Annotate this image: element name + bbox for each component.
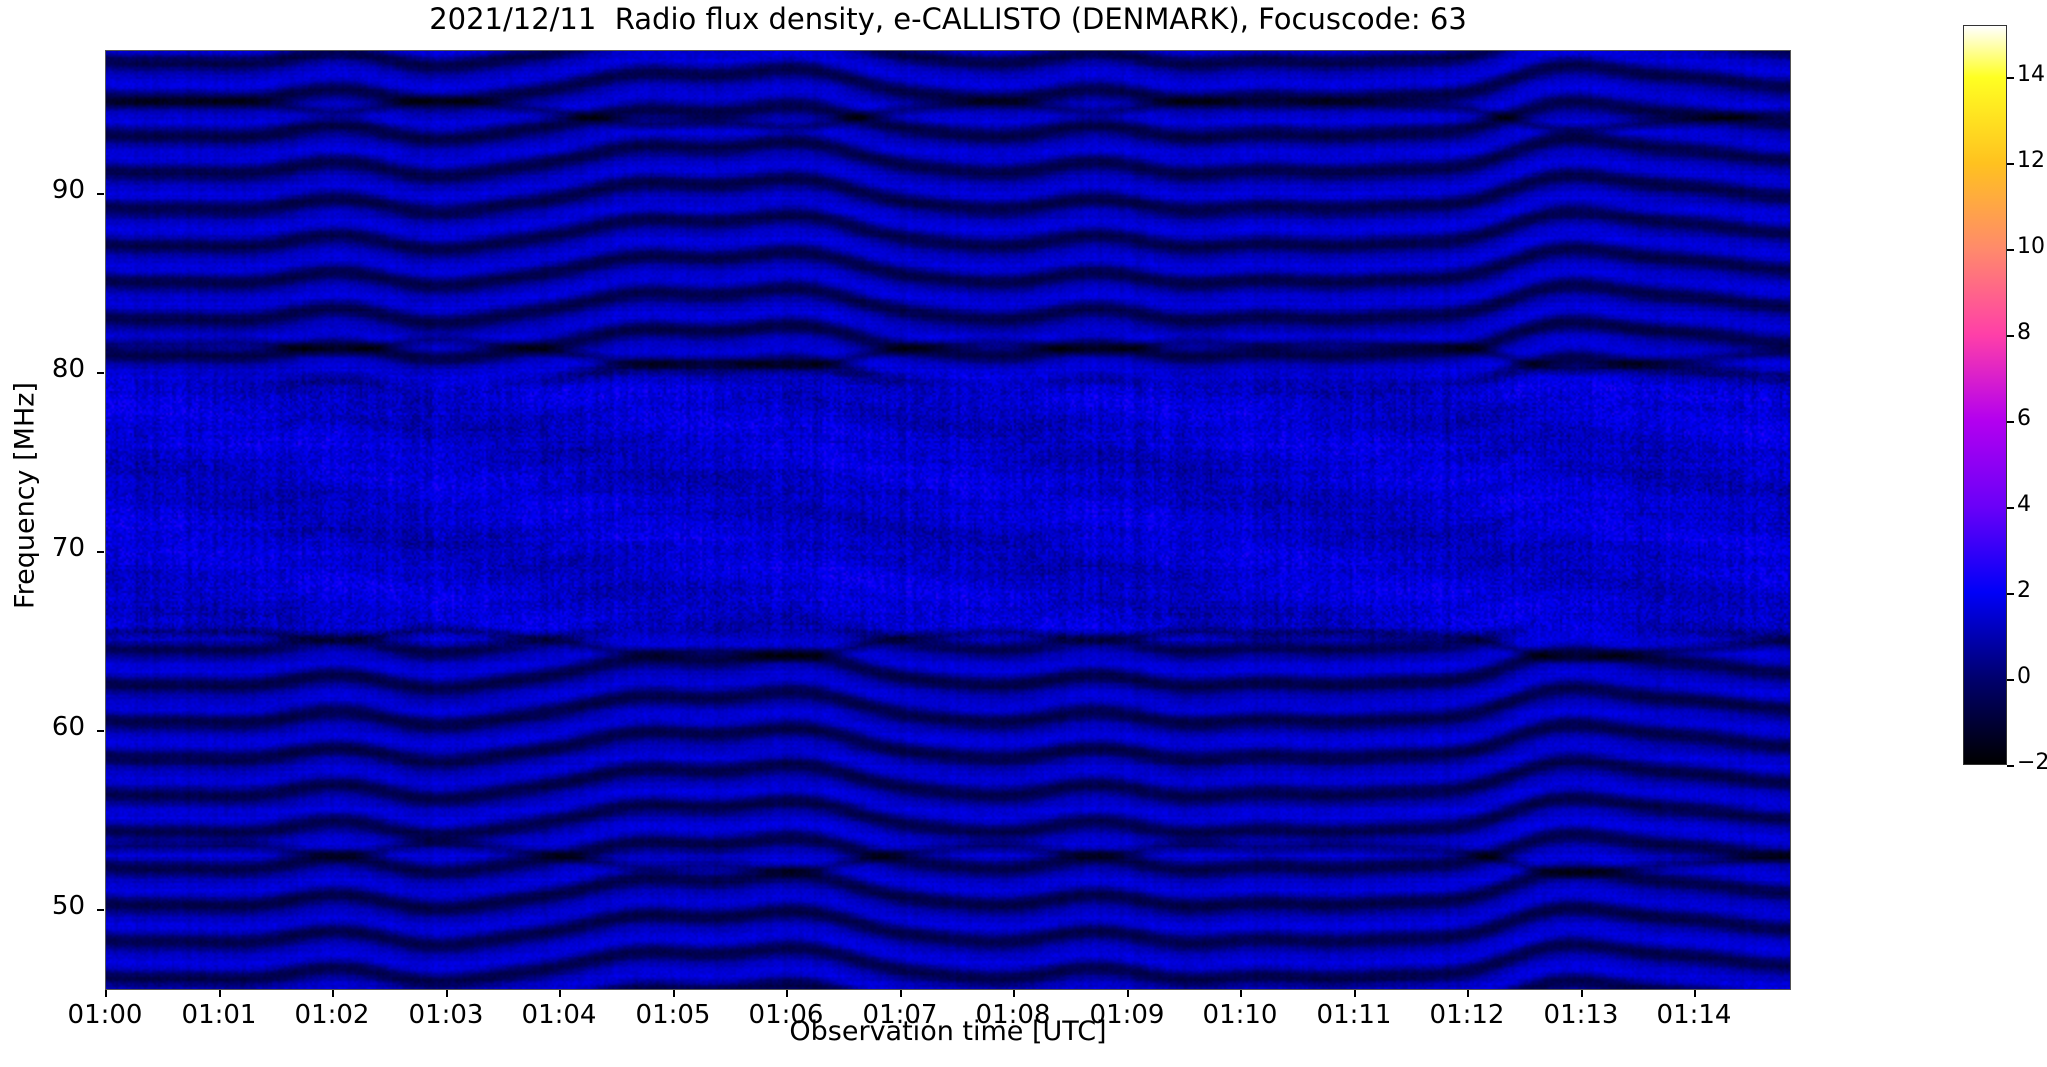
- colorbar-tick-mark: [2007, 679, 2014, 681]
- x-axis-label: Observation time [UTC]: [789, 1016, 1107, 1047]
- y-tick-mark: [97, 193, 104, 195]
- colorbar-tick-mark: [2007, 335, 2014, 337]
- x-tick-label: 01:01: [181, 1000, 257, 1030]
- x-tick-label: 01:09: [1089, 1000, 1165, 1030]
- x-tick-mark: [673, 990, 675, 997]
- y-tick-mark: [97, 909, 104, 911]
- colorbar-tick-mark: [2007, 421, 2014, 423]
- x-tick-label: 01:05: [635, 1000, 711, 1030]
- x-tick-label: 01:11: [1316, 1000, 1392, 1030]
- y-tick-mark: [97, 372, 104, 374]
- x-tick-mark: [332, 990, 334, 997]
- colorbar-tick-mark: [2007, 77, 2014, 79]
- x-tick-label: 01:04: [521, 1000, 597, 1030]
- y-tick-mark: [97, 551, 104, 553]
- x-tick-label: 01:13: [1543, 1000, 1619, 1030]
- colorbar-tick-mark: [2007, 593, 2014, 595]
- colorbar-tick-label: 0: [2017, 664, 2031, 689]
- x-tick-mark: [1581, 990, 1583, 997]
- x-tick-mark: [559, 990, 561, 997]
- colorbar-tick-label: −2: [2017, 750, 2047, 775]
- x-tick-mark: [1013, 990, 1015, 997]
- x-tick-label: 01:08: [975, 1000, 1051, 1030]
- colorbar-tick-label: 8: [2017, 320, 2031, 345]
- y-axis-label: Frequency [MHz]: [9, 382, 41, 609]
- x-tick-label: 01:02: [294, 1000, 370, 1030]
- y-tick-label: 90: [51, 175, 85, 205]
- x-tick-mark: [105, 990, 107, 997]
- y-tick-label: 50: [51, 891, 85, 921]
- x-tick-label: 01:10: [1202, 1000, 1278, 1030]
- x-tick-label: 01:03: [408, 1000, 484, 1030]
- x-tick-mark: [1694, 990, 1696, 997]
- x-tick-label: 01:00: [67, 1000, 143, 1030]
- x-tick-mark: [219, 990, 221, 997]
- colorbar-tick-label: 10: [2017, 234, 2045, 259]
- x-tick-mark: [1240, 990, 1242, 997]
- x-tick-label: 01:12: [1429, 1000, 1505, 1030]
- x-tick-mark: [1354, 990, 1356, 997]
- y-tick-label: 70: [51, 533, 85, 563]
- colorbar-tick-label: 4: [2017, 492, 2031, 517]
- colorbar-tick-mark: [2007, 765, 2014, 767]
- x-tick-label: 01:14: [1656, 1000, 1732, 1030]
- x-tick-mark: [1467, 990, 1469, 997]
- colorbar-tick-mark: [2007, 163, 2014, 165]
- plot-area: [105, 50, 1791, 990]
- colorbar-gradient: [1964, 26, 2006, 764]
- y-tick-mark: [97, 730, 104, 732]
- x-tick-mark: [446, 990, 448, 997]
- colorbar-tick-label: 12: [2017, 148, 2045, 173]
- x-tick-mark: [786, 990, 788, 997]
- x-tick-label: 01:07: [862, 1000, 938, 1030]
- colorbar-tick-mark: [2007, 249, 2014, 251]
- x-tick-mark: [1127, 990, 1129, 997]
- page-title: 2021/12/11 Radio flux density, e-CALLIST…: [429, 2, 1467, 36]
- colorbar-tick-mark: [2007, 507, 2014, 509]
- x-tick-mark: [900, 990, 902, 997]
- colorbar-tick-label: 2: [2017, 578, 2031, 603]
- x-tick-label: 01:06: [748, 1000, 824, 1030]
- spectrogram-image: [106, 51, 1790, 989]
- colorbar-tick-label: 14: [2017, 62, 2045, 87]
- y-tick-label: 60: [51, 712, 85, 742]
- colorbar-tick-label: 6: [2017, 406, 2031, 431]
- y-tick-label: 80: [51, 354, 85, 384]
- colorbar: [1963, 25, 2007, 765]
